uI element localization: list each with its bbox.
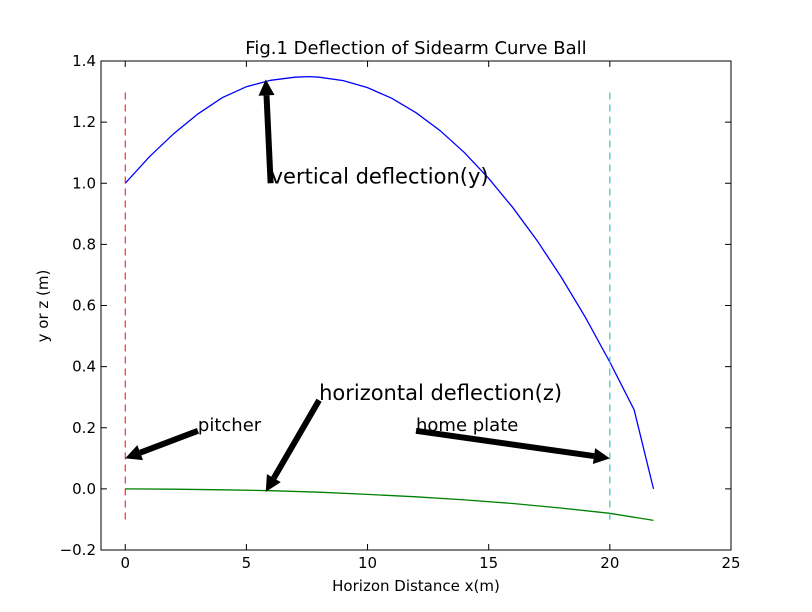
- annotation-arrow-0: [263, 95, 274, 184]
- x-tick-label: 0: [120, 554, 130, 572]
- annotation-label-0: vertical deflection(y): [271, 164, 489, 188]
- annotation-arrow-1: [271, 398, 322, 480]
- y-tick-label: 0.8: [72, 235, 96, 253]
- y-tick-label: 0.0: [72, 480, 96, 498]
- annotation-arrowhead-3: [592, 448, 610, 464]
- y-tick-label: 0.4: [72, 358, 96, 376]
- plot-area: vertical deflection(y) horizontal deflect…: [60, 52, 741, 572]
- series-line-0: [124, 75, 655, 490]
- x-tick-label: 20: [600, 554, 619, 572]
- annotation-arrowhead-2: [125, 445, 144, 461]
- y-tick-label: 1.4: [72, 52, 96, 70]
- annotation-arrow-2: [139, 428, 199, 456]
- annotation-arrowhead-1: [265, 474, 281, 492]
- series-line-1: [125, 488, 654, 522]
- x-tick-label: 25: [721, 554, 740, 572]
- y-axis-label: y or z (m): [34, 270, 52, 343]
- y-tick-label: −0.2: [60, 541, 96, 559]
- axes-frame: [100, 60, 732, 551]
- x-tick-label: 5: [242, 554, 252, 572]
- y-tick-label: 0.2: [72, 419, 96, 437]
- y-tick-label: 0.6: [72, 297, 96, 315]
- x-tick-label: 10: [358, 554, 377, 572]
- x-tick-label: 15: [479, 554, 498, 572]
- x-axis-label: Horizon Distance x(m): [332, 577, 500, 595]
- y-tick-label: 1.0: [72, 174, 96, 192]
- annotation-arrow-3: [415, 427, 595, 460]
- chart-title: Fig.1 Deflection of Sidearm Curve Ball: [245, 38, 586, 59]
- y-tick-label: 1.2: [72, 113, 96, 131]
- annotation-label-3: home plate: [416, 415, 518, 436]
- annotation-label-1: horizontal deflection(z): [319, 381, 562, 405]
- annotation-label-2: pitcher: [198, 415, 262, 436]
- annotation-arrowhead-0: [258, 79, 275, 96]
